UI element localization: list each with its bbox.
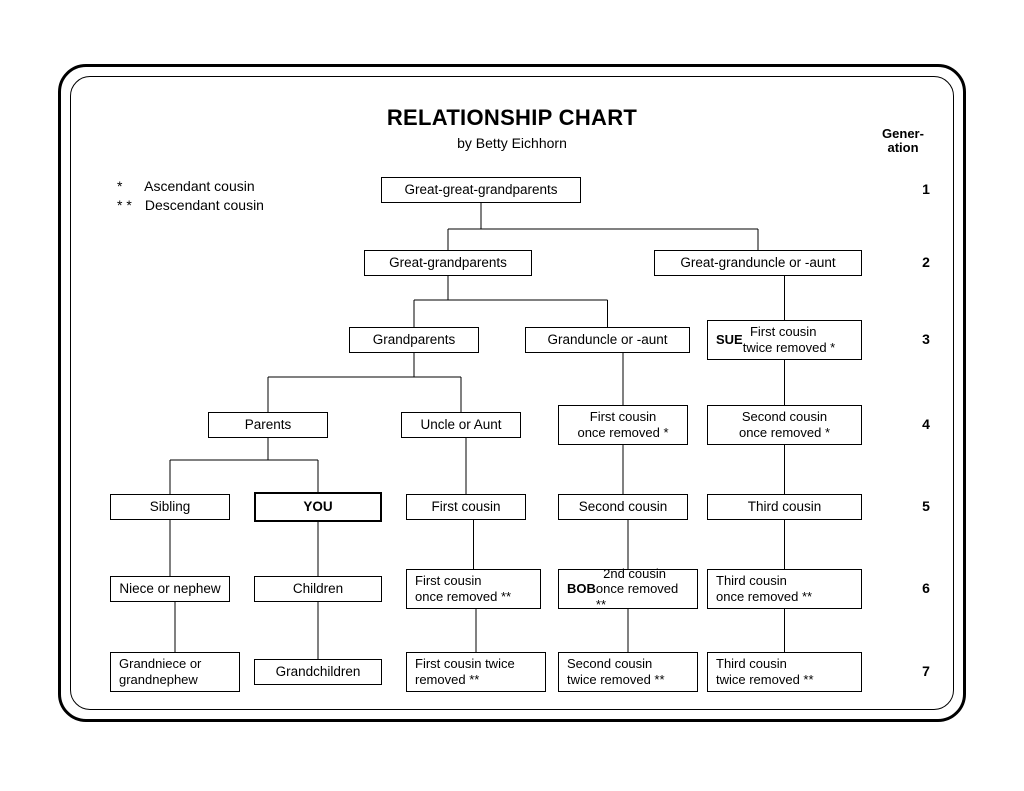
generation-number-1: 1 xyxy=(916,181,936,197)
node-gp: Grandparents xyxy=(349,327,479,353)
node-fc: First cousin xyxy=(406,494,526,520)
generation-number-6: 6 xyxy=(916,580,936,596)
inner-frame: RELATIONSHIP CHART by Betty Eichhorn Gen… xyxy=(70,76,954,710)
node-ua: Uncle or Aunt xyxy=(401,412,521,438)
node-fc1rb: First cousinonce removed ** xyxy=(406,569,541,609)
node-ggua: Great-granduncle or -aunt xyxy=(654,250,862,276)
generation-number-2: 2 xyxy=(916,254,936,270)
outer-frame: RELATIONSHIP CHART by Betty Eichhorn Gen… xyxy=(58,64,966,722)
node-sc2r: Second cousintwice removed ** xyxy=(558,652,698,692)
node-sc1r: Second cousinonce removed * xyxy=(707,405,862,445)
generation-number-5: 5 xyxy=(916,498,936,514)
node-sib: Sibling xyxy=(110,494,230,520)
node-fc1r: First cousinonce removed * xyxy=(558,405,688,445)
node-sue: SUE First cousintwice removed * xyxy=(707,320,862,360)
node-bob: BOB 2nd cousinonce removed ** xyxy=(558,569,698,609)
node-tc1r: Third cousinonce removed ** xyxy=(707,569,862,609)
node-sc: Second cousin xyxy=(558,494,688,520)
node-gch: Grandchildren xyxy=(254,659,382,685)
node-tc2r: Third cousintwice removed ** xyxy=(707,652,862,692)
node-gua: Granduncle or -aunt xyxy=(525,327,690,353)
node-par: Parents xyxy=(208,412,328,438)
generation-number-3: 3 xyxy=(916,331,936,347)
generation-number-4: 4 xyxy=(916,416,936,432)
relationship-chart: RELATIONSHIP CHART by Betty Eichhorn Gen… xyxy=(71,77,953,709)
node-ggg: Great-great-grandparents xyxy=(381,177,581,203)
node-you: YOU xyxy=(254,492,382,522)
node-gg: Great-grandparents xyxy=(364,250,532,276)
node-nn: Niece or nephew xyxy=(110,576,230,602)
node-gnn: Grandniece orgrandnephew xyxy=(110,652,240,692)
node-ch: Children xyxy=(254,576,382,602)
generation-number-7: 7 xyxy=(916,663,936,679)
page: RELATIONSHIP CHART by Betty Eichhorn Gen… xyxy=(0,0,1024,791)
node-tc: Third cousin xyxy=(707,494,862,520)
connectors xyxy=(71,77,953,709)
node-fc2r: First cousin twiceremoved ** xyxy=(406,652,546,692)
